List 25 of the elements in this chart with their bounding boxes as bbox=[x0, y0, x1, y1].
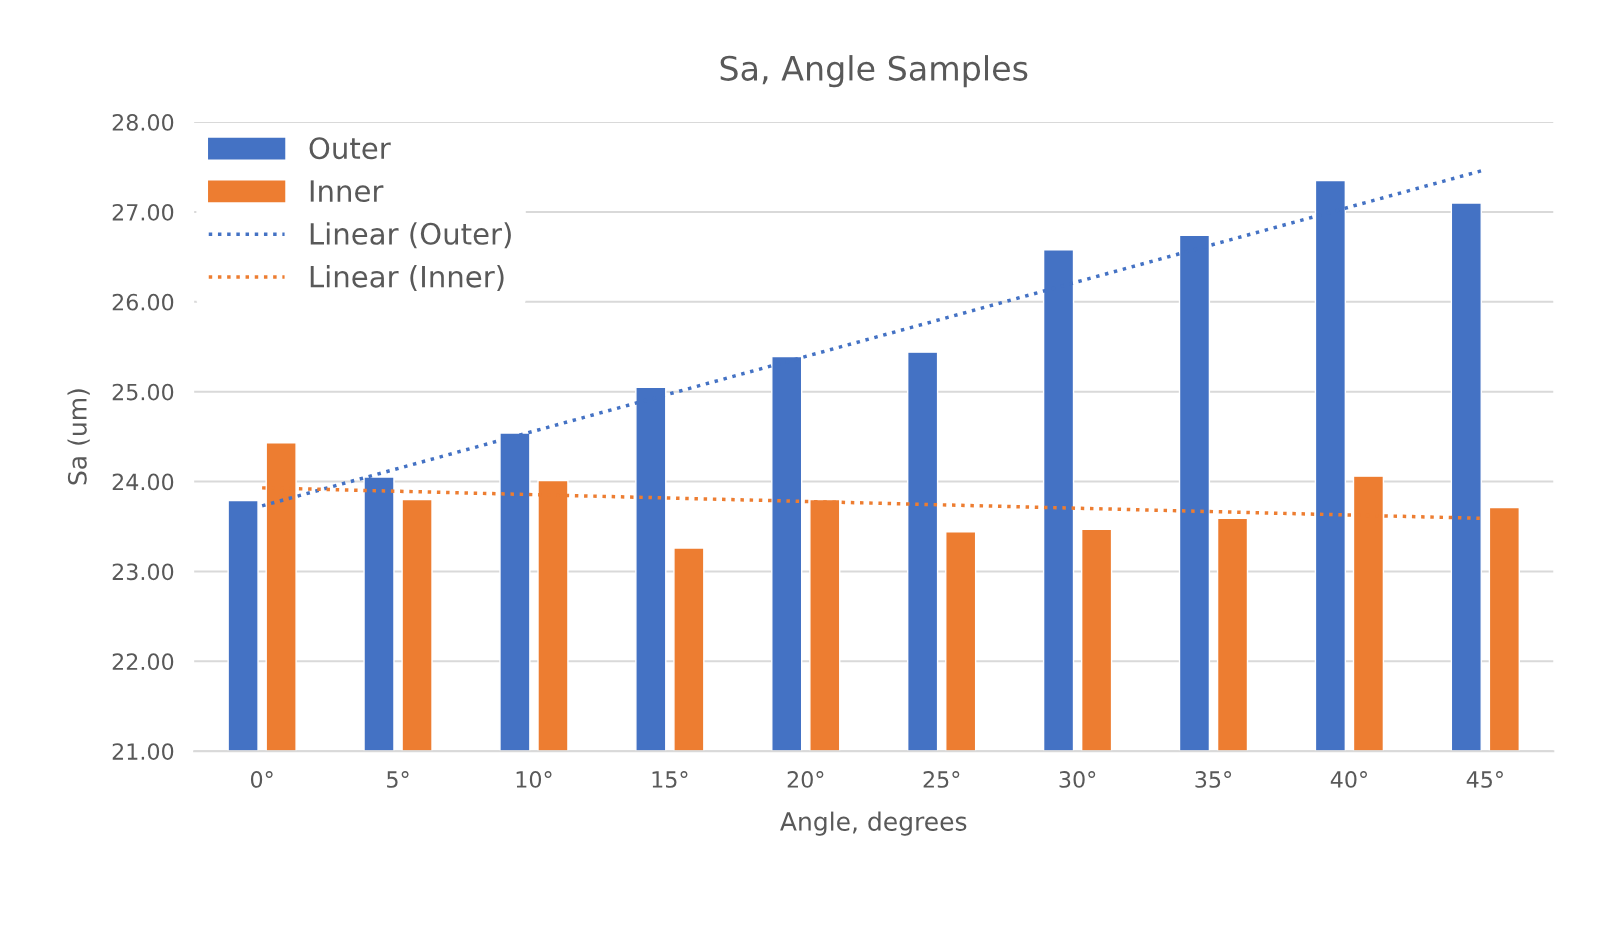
x-tick-label: 25° bbox=[923, 771, 960, 788]
legend-label: Inner bbox=[310, 180, 384, 203]
x-tick-label: 40° bbox=[1330, 771, 1367, 788]
legend-label: Linear (Outer) bbox=[310, 222, 511, 249]
x-tick-label: 10° bbox=[516, 771, 552, 788]
legend-label: Outer bbox=[309, 137, 391, 160]
x-axis-title: Angle, degrees bbox=[780, 811, 967, 836]
legend-label: Linear (Inner) bbox=[310, 265, 504, 292]
y-tick-label: 28.00 bbox=[112, 114, 174, 131]
y-tick-label: 21.00 bbox=[112, 743, 174, 760]
x-tick-label: 30° bbox=[1059, 771, 1096, 788]
x-tick-label: 0° bbox=[250, 771, 273, 788]
x-tick-label: 35° bbox=[1195, 771, 1232, 788]
x-tick-label: 15° bbox=[652, 771, 688, 788]
y-tick-label: 24.00 bbox=[112, 473, 174, 491]
y-tick-label: 22.00 bbox=[112, 653, 174, 671]
y-axis-title: Sa (um) bbox=[67, 389, 90, 485]
chart-title: Sa, Angle Samples bbox=[720, 55, 1028, 88]
x-tick-label: 20° bbox=[787, 771, 824, 788]
y-tick-label: 23.00 bbox=[112, 563, 174, 581]
y-tick-label: 25.00 bbox=[112, 383, 174, 401]
y-tick-label: 27.00 bbox=[112, 203, 174, 221]
x-tick-label: 5° bbox=[387, 771, 409, 788]
x-tick-label: 45° bbox=[1466, 771, 1503, 788]
y-tick-label: 26.00 bbox=[112, 293, 174, 311]
